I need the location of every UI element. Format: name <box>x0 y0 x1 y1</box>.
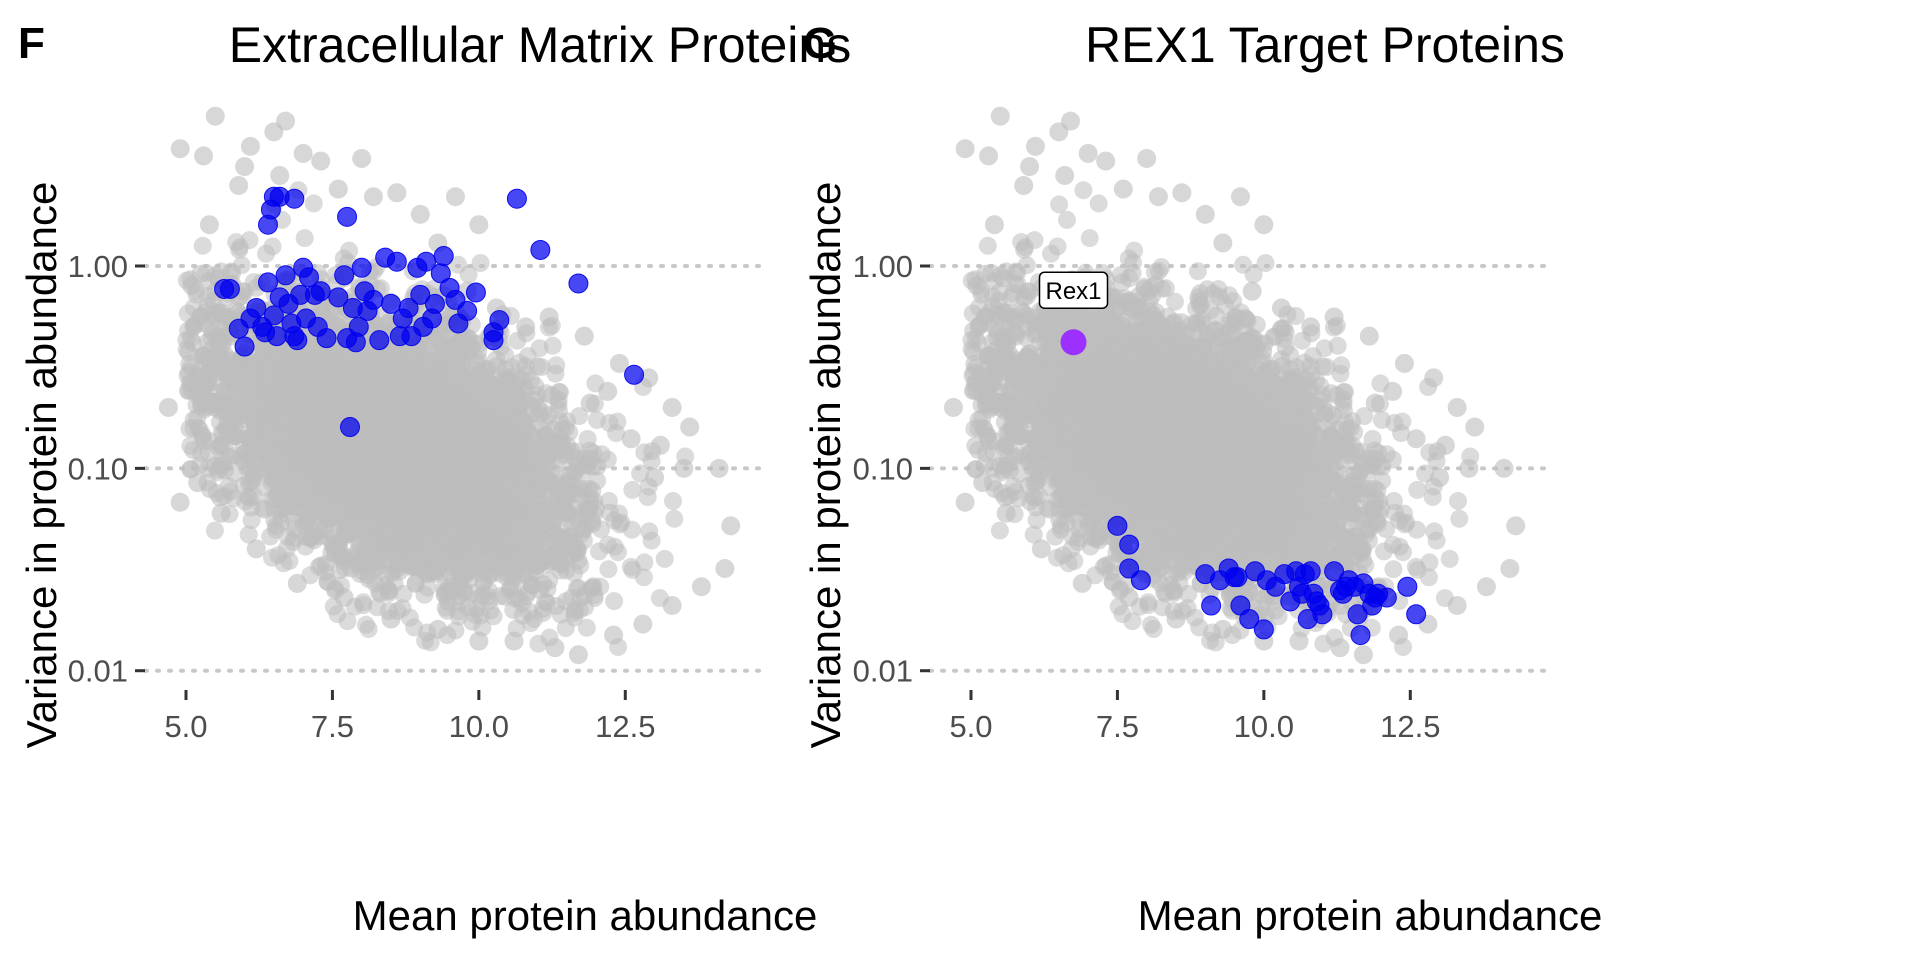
chart-title: Extracellular Matrix Proteins <box>229 17 851 73</box>
background-point <box>295 229 314 248</box>
panel-f: F Extracellular Matrix Proteins 0.010.10… <box>18 17 851 939</box>
background-point <box>216 461 234 480</box>
background-point <box>640 522 659 541</box>
background-point <box>184 441 203 460</box>
background-point <box>463 612 482 631</box>
background-point <box>565 532 584 551</box>
background-point-cloud <box>177 181 695 656</box>
background-point <box>491 587 510 605</box>
background-point <box>642 452 661 471</box>
background-point <box>266 516 285 535</box>
background-point <box>357 615 375 634</box>
background-point <box>273 499 291 518</box>
background-point <box>481 601 500 620</box>
background-point <box>664 492 682 510</box>
background-point <box>598 535 617 554</box>
background-point <box>655 549 674 568</box>
background-point <box>205 521 224 540</box>
background-point <box>304 194 323 213</box>
background-point <box>189 419 208 437</box>
background-point <box>623 480 642 499</box>
background-point <box>605 592 624 611</box>
background-point <box>665 509 684 528</box>
background-point <box>405 618 424 637</box>
background-point <box>599 560 618 579</box>
panel-letter: F <box>18 19 45 68</box>
background-point <box>193 236 212 255</box>
background-point <box>577 618 596 637</box>
background-point <box>598 450 617 469</box>
